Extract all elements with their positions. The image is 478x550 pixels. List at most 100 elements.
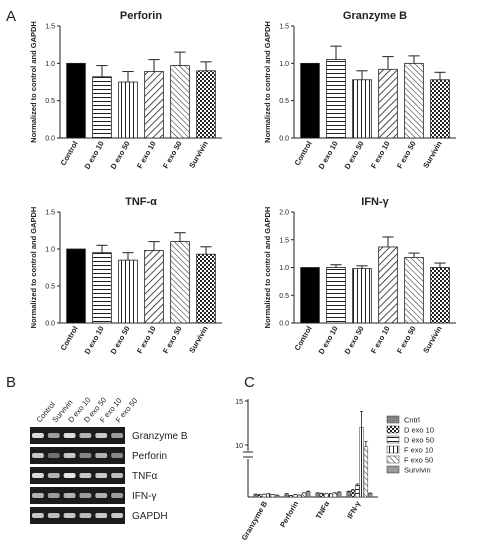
gel-band: [63, 473, 76, 478]
bar: [196, 70, 216, 139]
gene-label: Granzyme B: [132, 431, 188, 442]
bar: [350, 490, 356, 498]
y-tick-label: 0.5: [279, 98, 289, 105]
bar: [368, 493, 373, 498]
gel-strip: [30, 447, 125, 464]
y-axis-label: Normalized to control and GAPDH: [29, 21, 38, 143]
bar: [404, 257, 424, 324]
bar: [337, 491, 342, 498]
x-category-label: D exo 10: [83, 325, 106, 356]
x-category-label: Survivin: [421, 139, 444, 169]
x-category-label: IFN-γ: [345, 499, 363, 520]
bar: [293, 494, 298, 498]
gel-band: [47, 473, 60, 478]
bar: [326, 59, 346, 139]
gel-band: [111, 433, 123, 438]
x-category-label: D exo 10: [317, 325, 340, 356]
bar: [355, 485, 360, 498]
bar: [404, 62, 424, 139]
bar: [144, 71, 164, 139]
legend-swatch: [386, 455, 400, 464]
chart-2: Granzyme B 0.0 0.5 1.0 1.5 Normalized to cont…: [263, 10, 456, 171]
gel-band: [95, 473, 108, 478]
bar: [315, 492, 320, 498]
bar: [300, 267, 320, 324]
bar: [359, 427, 364, 498]
bar: [92, 76, 112, 139]
gel-band: [32, 493, 44, 498]
gel-band: [95, 493, 108, 498]
x-category-label: Control: [293, 140, 314, 168]
x-category-label: F exo 10: [135, 325, 158, 355]
x-category-label: Survivin: [187, 139, 210, 169]
chart-title: TNF-α: [125, 196, 157, 208]
y-tick-label: 1.0: [45, 247, 55, 254]
y-tick-label: 1.5: [279, 24, 289, 31]
gel-band: [79, 433, 92, 438]
gel-band: [79, 473, 92, 478]
gel-strip: [30, 427, 125, 444]
y-tick-label: 1.0: [279, 265, 289, 272]
bar: [430, 267, 450, 324]
bar: [262, 494, 267, 498]
gene-label: GAPDH: [132, 511, 168, 522]
y-tick-label: 2.0: [279, 210, 289, 217]
panel-label-a: A: [6, 8, 16, 25]
x-category-label: F exo 10: [369, 140, 392, 170]
bar: [196, 253, 216, 324]
x-category-label: Survivin: [421, 324, 444, 354]
bar: [144, 250, 164, 324]
chart-4: IFN-γ 0.0 0.5 1.0 1.5 2.0 Normalized to contro…: [263, 196, 456, 356]
bar: [328, 493, 333, 498]
y-tick-label: 0.0: [279, 321, 289, 328]
y-tick-label: 0.0: [45, 136, 55, 143]
chart-title: Perforin: [120, 10, 162, 22]
legend-label: D exo 10: [404, 426, 434, 435]
bar: [66, 62, 86, 139]
gel-band: [63, 493, 76, 498]
gel-band: [111, 493, 123, 498]
bar: [118, 81, 138, 139]
bar: [288, 495, 294, 498]
x-category-label: F exo 50: [395, 325, 418, 355]
legend-label: Survivin: [404, 466, 431, 475]
bar: [253, 494, 258, 498]
gel-band: [47, 513, 60, 518]
gel-band: [111, 513, 123, 518]
y-tick-label: 0.0: [279, 136, 289, 143]
bar: [378, 68, 398, 139]
gel-strip: [30, 467, 125, 484]
y-tick-label: 1.5: [279, 237, 289, 244]
bar: [92, 252, 112, 324]
bar: [363, 446, 369, 498]
legend-swatch: [386, 445, 400, 454]
x-category-label: D exo 10: [317, 140, 340, 171]
panel-label-c: C: [244, 374, 255, 391]
legend-label: F exo 10: [404, 446, 433, 455]
y-axis-label: Normalized to control and GAPDH: [29, 207, 38, 329]
legend-swatch: [386, 465, 400, 474]
bar: [324, 493, 329, 498]
y-tick-label: 0.5: [45, 98, 55, 105]
gel-band: [111, 473, 123, 478]
bar: [270, 494, 276, 498]
gene-label: IFN-γ: [132, 491, 156, 502]
gel-band: [63, 433, 76, 438]
bar: [257, 494, 263, 498]
bar: [352, 268, 372, 324]
y-tick-label: 10: [235, 443, 243, 450]
gel-band: [47, 493, 60, 498]
bar: [378, 246, 398, 324]
bar: [170, 241, 190, 324]
legend-label: Cntrl: [404, 416, 420, 425]
y-tick-label: 0.5: [45, 284, 55, 291]
x-category-label: D exo 50: [109, 140, 132, 171]
bar: [352, 79, 372, 139]
gene-label: TNFα: [132, 471, 157, 482]
gel-band: [32, 433, 44, 438]
bar: [266, 493, 271, 498]
gel-band: [111, 453, 123, 458]
bar: [170, 65, 190, 139]
